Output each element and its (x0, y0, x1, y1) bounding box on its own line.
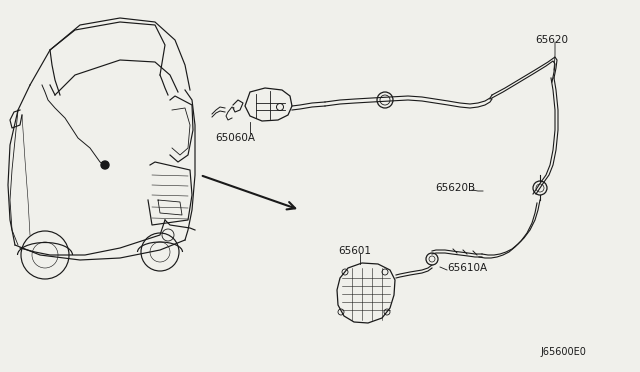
Circle shape (101, 161, 109, 169)
Text: 65610A: 65610A (447, 263, 487, 273)
Text: 65620B: 65620B (435, 183, 475, 193)
Text: 65060A: 65060A (215, 133, 255, 143)
Text: J65600E0: J65600E0 (540, 347, 586, 357)
Text: 65601: 65601 (338, 246, 371, 256)
Text: 65620: 65620 (535, 35, 568, 45)
